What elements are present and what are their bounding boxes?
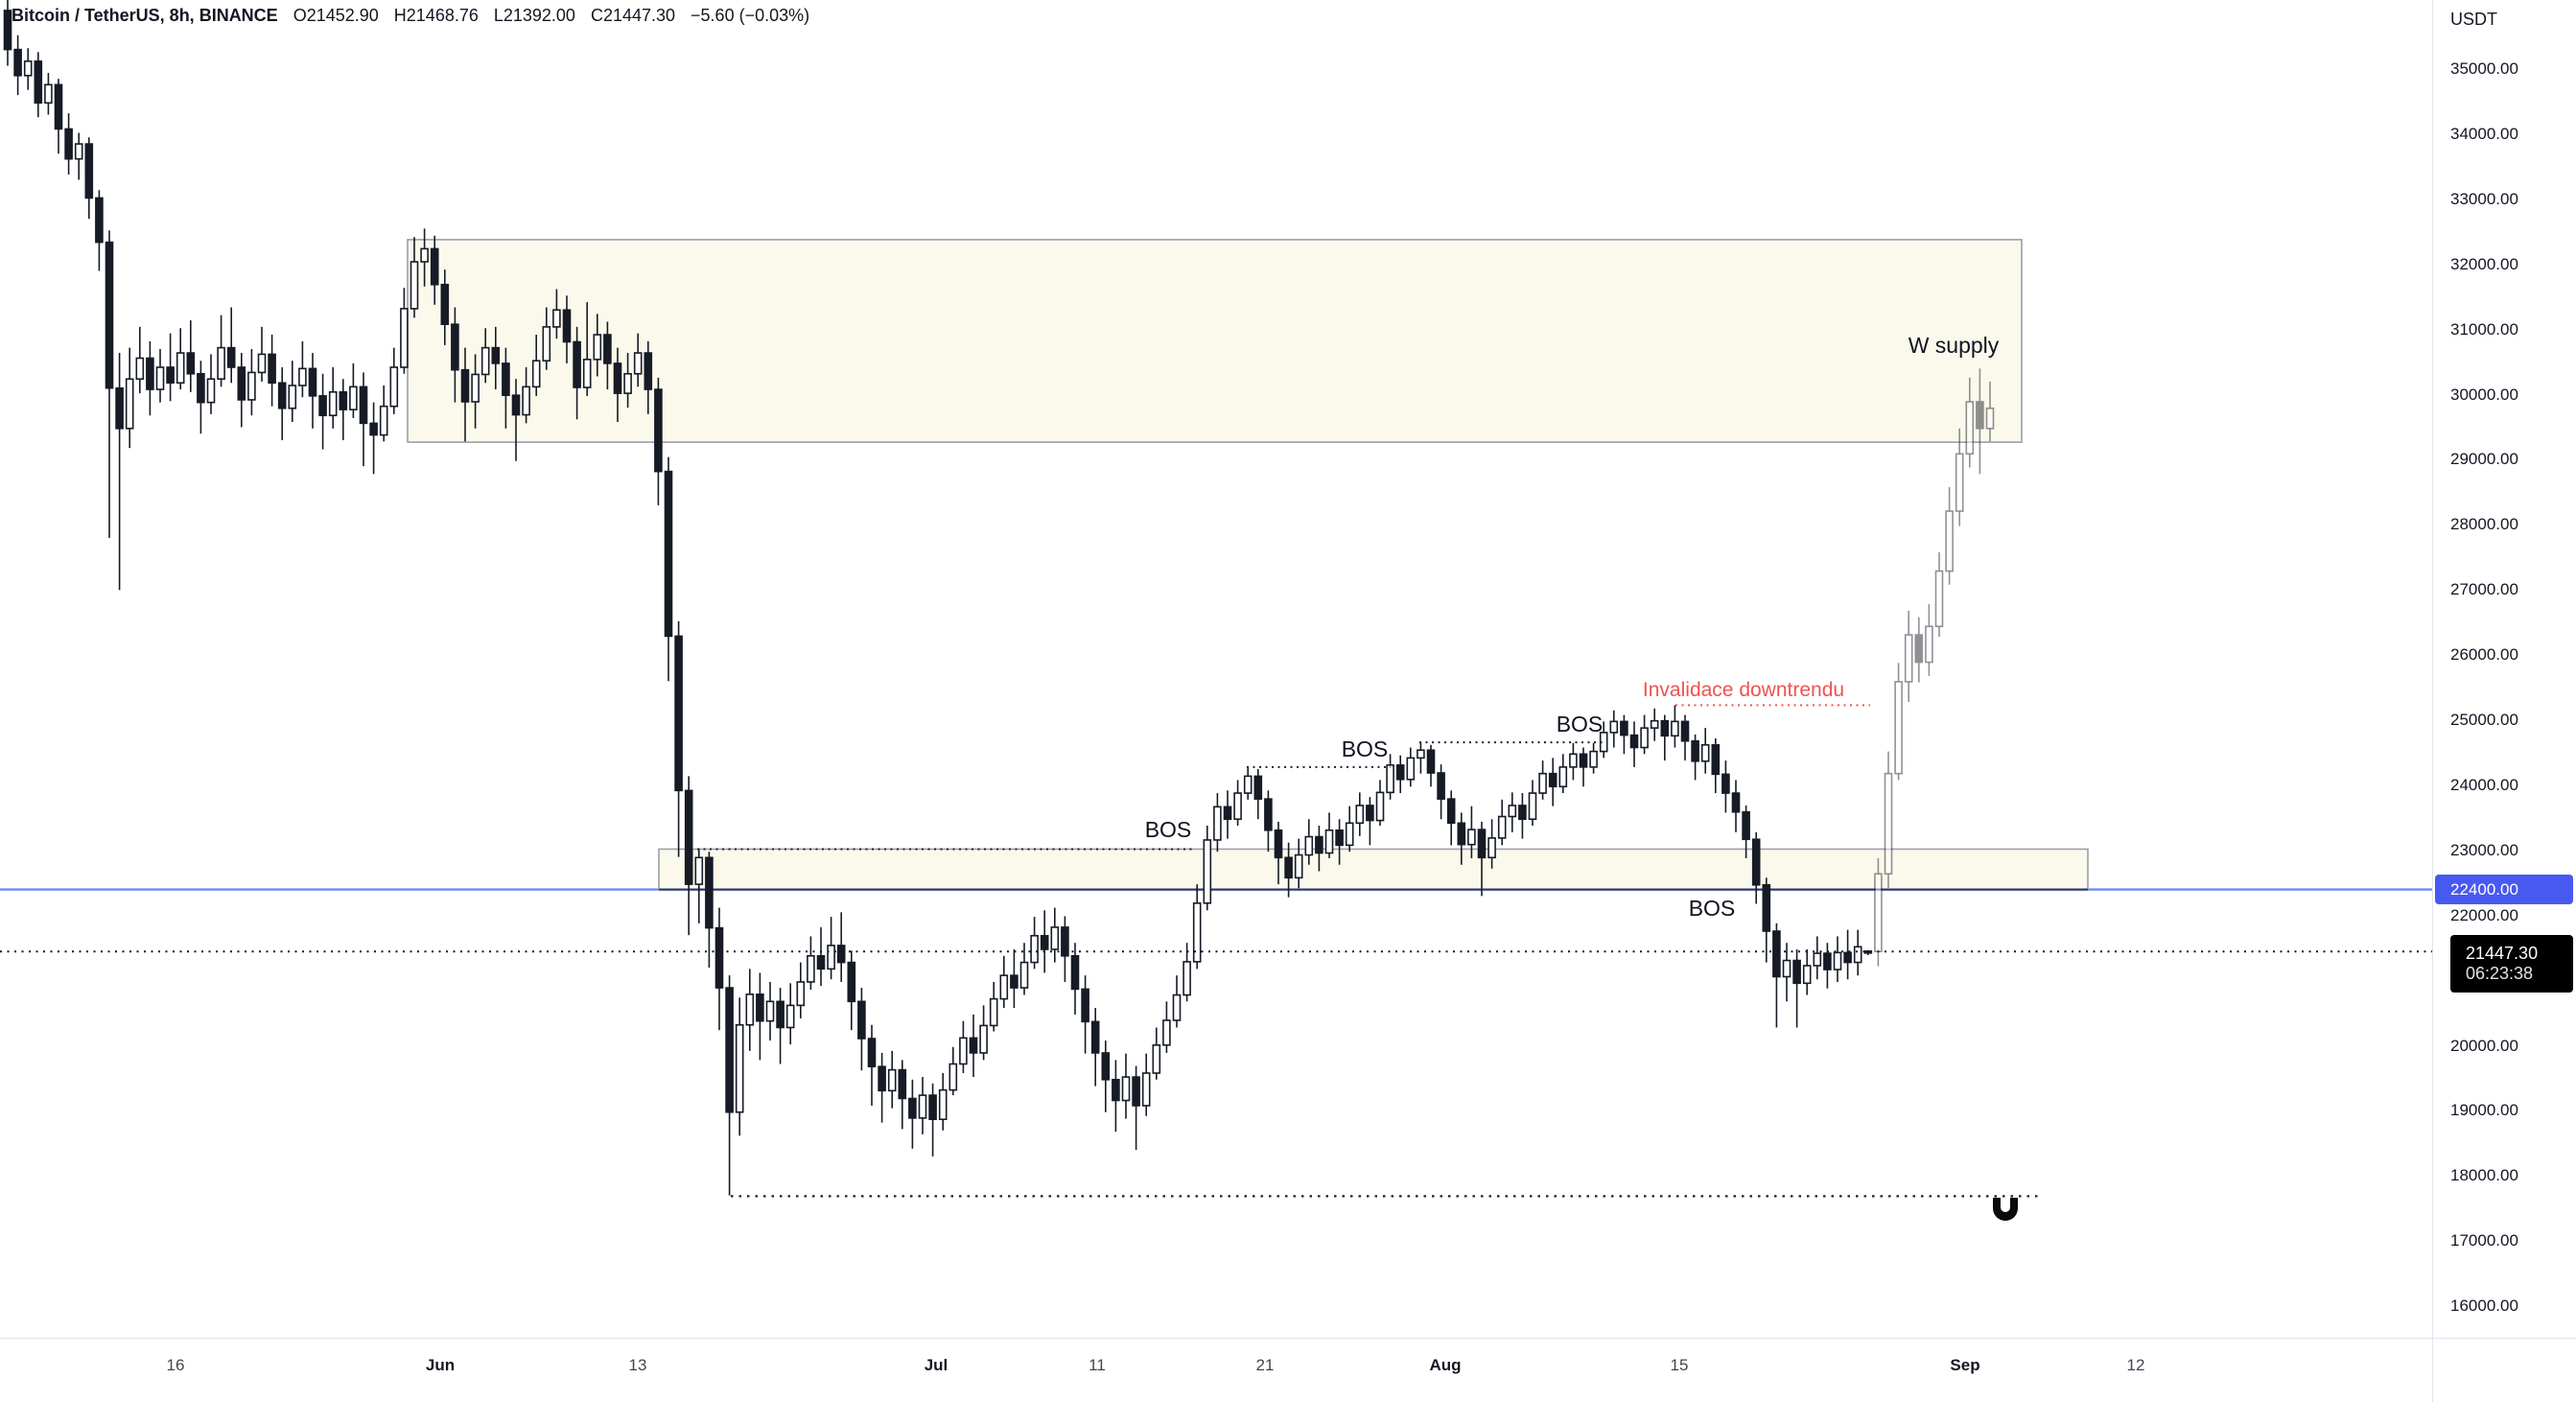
price-tick-27000: 27000.00 bbox=[2450, 580, 2518, 599]
time-tick-Jul: Jul bbox=[924, 1356, 948, 1374]
price-tick-22000: 22000.00 bbox=[2450, 905, 2518, 924]
bar-countdown: 06:23:38 bbox=[2466, 964, 2534, 984]
legend-high: H21468.76 bbox=[393, 6, 479, 25]
axis-currency-label: USDT bbox=[2450, 10, 2497, 29]
price-tick-20000: 20000.00 bbox=[2450, 1036, 2518, 1055]
bos-label-2[interactable]: BOS bbox=[1342, 736, 1389, 761]
price-tick-19000: 19000.00 bbox=[2450, 1101, 2518, 1120]
current-price-label: 21447.30 06:23:38 bbox=[2450, 935, 2573, 993]
legend-open: O21452.90 bbox=[293, 6, 379, 25]
price-tick-24000: 24000.00 bbox=[2450, 775, 2518, 794]
time-tick-21: 21 bbox=[1255, 1356, 1275, 1374]
supply-zone-upper[interactable] bbox=[407, 239, 2023, 443]
bos-label-1[interactable]: BOS bbox=[1145, 817, 1192, 842]
price-tick-25000: 25000.00 bbox=[2450, 711, 2518, 729]
supply-zone-lower[interactable] bbox=[658, 848, 2089, 891]
price-tick-17000: 17000.00 bbox=[2450, 1231, 2518, 1250]
chart-pane[interactable]: BOS BOS BOS BOS Invalidace downtrendu W suppl… bbox=[0, 0, 2432, 1338]
price-tick-33000: 33000.00 bbox=[2450, 189, 2518, 208]
w-supply-label[interactable]: W supply bbox=[1909, 333, 2000, 358]
horizontal-line-price-label: 22400.00 bbox=[2435, 875, 2573, 905]
price-tick-18000: 18000.00 bbox=[2450, 1166, 2518, 1185]
price-tick-30000: 30000.00 bbox=[2450, 385, 2518, 404]
price-tick-35000: 35000.00 bbox=[2450, 59, 2518, 78]
legend-change: −5.60 (−0.03%) bbox=[691, 6, 810, 25]
time-axis[interactable]: 16 Jun 13 Jul 11 21 Aug 15 Sep 12 bbox=[0, 1338, 2576, 1402]
price-tick-23000: 23000.00 bbox=[2450, 840, 2518, 859]
invalidation-label[interactable]: Invalidace downtrendu bbox=[1643, 679, 1844, 701]
time-tick-16: 16 bbox=[166, 1356, 185, 1374]
price-tick-29000: 29000.00 bbox=[2450, 450, 2518, 469]
price-tick-34000: 34000.00 bbox=[2450, 124, 2518, 143]
price-tick-31000: 31000.00 bbox=[2450, 319, 2518, 339]
time-tick-12: 12 bbox=[2126, 1356, 2145, 1374]
price-tick-28000: 28000.00 bbox=[2450, 515, 2518, 534]
bos-label-3[interactable]: BOS bbox=[1557, 712, 1604, 736]
time-tick-15: 15 bbox=[1670, 1356, 1689, 1374]
time-tick-Jun: Jun bbox=[425, 1356, 456, 1374]
replay-future-candles-layer bbox=[1874, 368, 1995, 967]
time-tick-Sep: Sep bbox=[1950, 1356, 1980, 1374]
symbol-legend: Bitcoin / TetherUS, 8h, BINANCE O21452.9… bbox=[12, 6, 809, 26]
legend-close: C21447.30 bbox=[590, 6, 676, 25]
legend-low: L21392.00 bbox=[493, 6, 575, 25]
price-tick-26000: 26000.00 bbox=[2450, 645, 2518, 665]
time-tick-13: 13 bbox=[628, 1356, 647, 1374]
price-chart[interactable]: BOS BOS BOS BOS Invalidace downtrendu W suppl… bbox=[0, 0, 2432, 1338]
axis-corner-divider bbox=[2432, 1338, 2433, 1402]
price-axis[interactable]: USDT 35000.00 34000.00 33000.00 32000.00 310… bbox=[2432, 0, 2576, 1338]
price-tick-32000: 32000.00 bbox=[2450, 254, 2518, 273]
bos-label-4[interactable]: BOS bbox=[1689, 896, 1736, 921]
time-tick-11: 11 bbox=[1089, 1356, 1106, 1374]
symbol-title[interactable]: Bitcoin / TetherUS, 8h, BINANCE bbox=[12, 6, 278, 25]
magnet-icon[interactable] bbox=[1993, 1198, 2018, 1221]
time-tick-Aug: Aug bbox=[1429, 1356, 1462, 1374]
current-price-value: 21447.30 bbox=[2466, 944, 2539, 964]
candles-layer bbox=[3, 0, 1873, 1196]
price-tick-16000: 16000.00 bbox=[2450, 1297, 2518, 1316]
